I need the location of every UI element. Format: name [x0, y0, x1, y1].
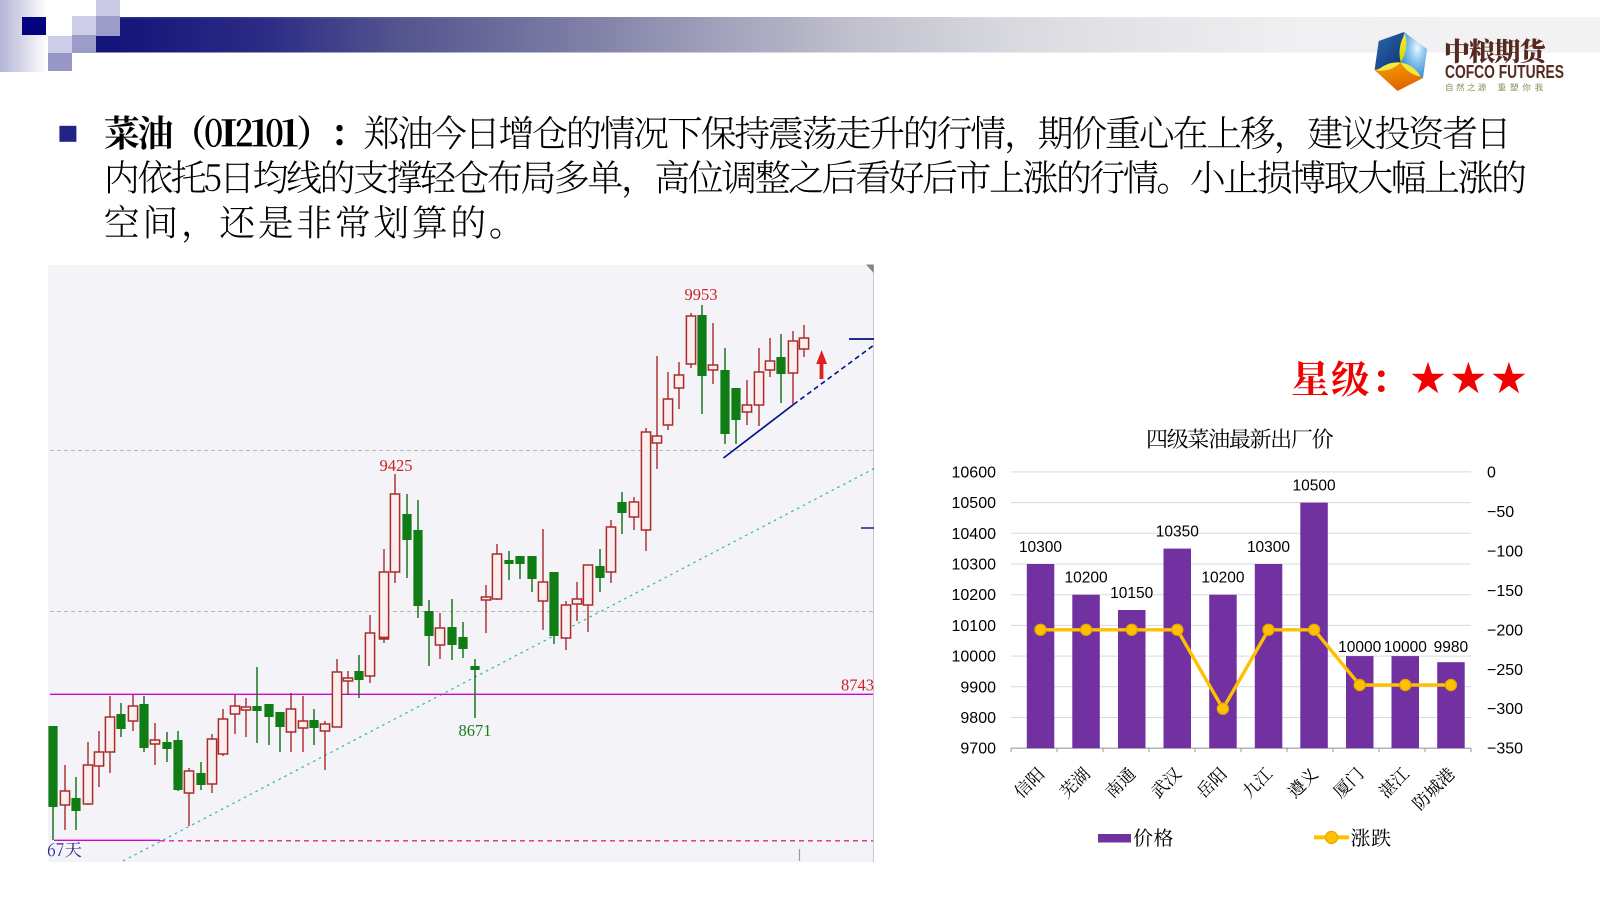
svg-text:8671: 8671	[459, 721, 492, 740]
svg-text:−300: −300	[1487, 701, 1523, 718]
svg-text:10600: 10600	[952, 464, 997, 481]
svg-text:−250: −250	[1487, 662, 1523, 679]
svg-text:9900: 9900	[960, 679, 996, 696]
svg-text:0: 0	[1487, 464, 1496, 481]
svg-text:10000: 10000	[952, 649, 997, 666]
svg-text:−350: −350	[1487, 741, 1523, 758]
svg-text:10150: 10150	[1110, 585, 1153, 602]
svg-text:10200: 10200	[1065, 570, 1108, 587]
svg-text:10300: 10300	[1247, 539, 1290, 556]
svg-text:10000: 10000	[1384, 639, 1427, 656]
svg-text:9425: 9425	[380, 456, 413, 475]
svg-text:10200: 10200	[952, 587, 997, 604]
svg-text:−100: −100	[1487, 543, 1523, 560]
svg-text:−150: −150	[1487, 583, 1523, 600]
svg-text:9700: 9700	[960, 741, 996, 758]
svg-text:10500: 10500	[1293, 478, 1336, 495]
svg-text:10100: 10100	[952, 618, 997, 635]
svg-text:10500: 10500	[952, 495, 997, 512]
svg-text:9800: 9800	[960, 710, 996, 727]
svg-text:10300: 10300	[1019, 539, 1062, 556]
svg-text:COFCO FUTURES: COFCO FUTURES	[1445, 62, 1564, 82]
svg-text:8743: 8743	[841, 676, 874, 695]
svg-text:10200: 10200	[1201, 570, 1244, 587]
svg-text:10300: 10300	[952, 557, 997, 574]
svg-text:9953: 9953	[685, 285, 718, 304]
svg-text:10000: 10000	[1338, 639, 1381, 656]
svg-text:−50: −50	[1487, 504, 1514, 521]
svg-text:10350: 10350	[1156, 524, 1199, 541]
svg-text:−200: −200	[1487, 622, 1523, 639]
svg-text:9980: 9980	[1434, 639, 1469, 656]
svg-text:10400: 10400	[952, 526, 997, 543]
